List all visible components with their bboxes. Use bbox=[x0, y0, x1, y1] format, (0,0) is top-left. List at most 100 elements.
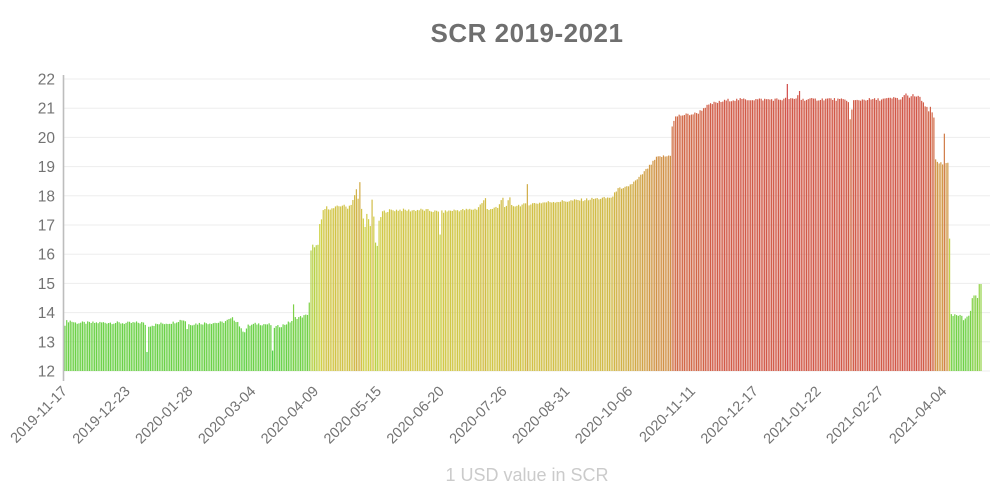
bar bbox=[556, 201, 558, 371]
bar bbox=[908, 97, 911, 372]
bar bbox=[579, 200, 581, 371]
bar bbox=[687, 113, 689, 372]
bar bbox=[572, 200, 574, 371]
bar bbox=[858, 100, 860, 372]
x-tick-label: 2020-01-28 bbox=[133, 384, 197, 448]
bar bbox=[580, 198, 583, 371]
bar bbox=[619, 187, 621, 371]
bar bbox=[280, 327, 282, 371]
bar bbox=[715, 102, 717, 371]
bar bbox=[460, 210, 462, 371]
bar bbox=[361, 208, 363, 371]
bar bbox=[128, 321, 131, 371]
bar bbox=[846, 100, 848, 372]
chart-title: SCR 2019-2021 bbox=[430, 18, 624, 48]
bar bbox=[778, 99, 780, 371]
bar bbox=[627, 186, 630, 371]
bar bbox=[849, 119, 851, 371]
bar bbox=[367, 219, 370, 371]
bar bbox=[957, 315, 959, 371]
bar bbox=[545, 202, 548, 371]
bar bbox=[209, 323, 211, 371]
bar bbox=[169, 323, 171, 371]
bar bbox=[748, 100, 750, 372]
bar bbox=[101, 322, 103, 371]
bar bbox=[863, 99, 865, 371]
x-tick-label: 2021-02-27 bbox=[824, 384, 888, 448]
bar bbox=[71, 321, 73, 371]
bar bbox=[291, 320, 293, 371]
bar bbox=[197, 324, 199, 371]
bar bbox=[861, 99, 863, 371]
bar bbox=[566, 201, 569, 371]
bar bbox=[137, 322, 139, 371]
bar bbox=[525, 203, 527, 371]
bar bbox=[860, 100, 862, 372]
bar bbox=[446, 211, 448, 371]
bar bbox=[125, 322, 127, 371]
bar bbox=[865, 100, 867, 371]
bar bbox=[149, 326, 152, 371]
bar bbox=[434, 210, 436, 371]
bar bbox=[675, 116, 677, 372]
bar bbox=[666, 156, 668, 371]
bar bbox=[317, 244, 319, 371]
bar bbox=[190, 325, 192, 371]
bar bbox=[469, 208, 471, 371]
bar bbox=[793, 98, 795, 372]
bar bbox=[950, 314, 952, 371]
bar bbox=[116, 321, 118, 371]
bar bbox=[233, 320, 235, 371]
bar bbox=[163, 324, 166, 371]
bar bbox=[502, 197, 504, 371]
bar bbox=[455, 210, 457, 371]
bar bbox=[661, 156, 663, 371]
bar bbox=[493, 207, 495, 371]
bar bbox=[873, 98, 876, 371]
bar bbox=[633, 181, 635, 371]
bar bbox=[301, 317, 303, 371]
bar bbox=[818, 100, 820, 371]
bar bbox=[584, 200, 586, 371]
bar bbox=[132, 322, 134, 371]
bar bbox=[401, 211, 403, 371]
bar bbox=[261, 325, 263, 371]
bar bbox=[608, 197, 610, 371]
bar bbox=[568, 201, 570, 371]
bar bbox=[109, 322, 111, 371]
bar bbox=[336, 205, 338, 371]
bar bbox=[912, 94, 914, 371]
bar bbox=[891, 98, 893, 371]
bar bbox=[699, 110, 701, 371]
bar bbox=[620, 188, 623, 371]
bar bbox=[586, 198, 588, 371]
bar bbox=[324, 208, 326, 371]
bar bbox=[294, 317, 296, 371]
bar bbox=[978, 284, 980, 371]
bar bbox=[289, 322, 291, 371]
bar bbox=[723, 99, 726, 371]
bar bbox=[397, 210, 399, 371]
bar bbox=[511, 204, 513, 371]
bar bbox=[268, 323, 270, 371]
bar bbox=[832, 99, 834, 371]
bar bbox=[933, 117, 935, 371]
bar bbox=[425, 209, 427, 371]
bar bbox=[453, 209, 455, 371]
bar bbox=[540, 203, 542, 371]
y-tick-label: 21 bbox=[38, 101, 55, 118]
bar bbox=[547, 201, 549, 371]
bar bbox=[696, 113, 698, 371]
bar bbox=[436, 210, 438, 371]
bar bbox=[371, 199, 373, 371]
x-tick-labels: 2019-11-17 2019-12-23 2020-01-28 2020-03-04… bbox=[8, 384, 950, 448]
bar bbox=[221, 321, 223, 371]
bar bbox=[709, 103, 712, 372]
bar bbox=[348, 205, 350, 371]
bar bbox=[558, 202, 560, 371]
bar bbox=[823, 100, 825, 372]
bar bbox=[156, 324, 159, 371]
bar bbox=[664, 156, 666, 371]
bar bbox=[542, 202, 544, 371]
bar bbox=[959, 314, 961, 371]
